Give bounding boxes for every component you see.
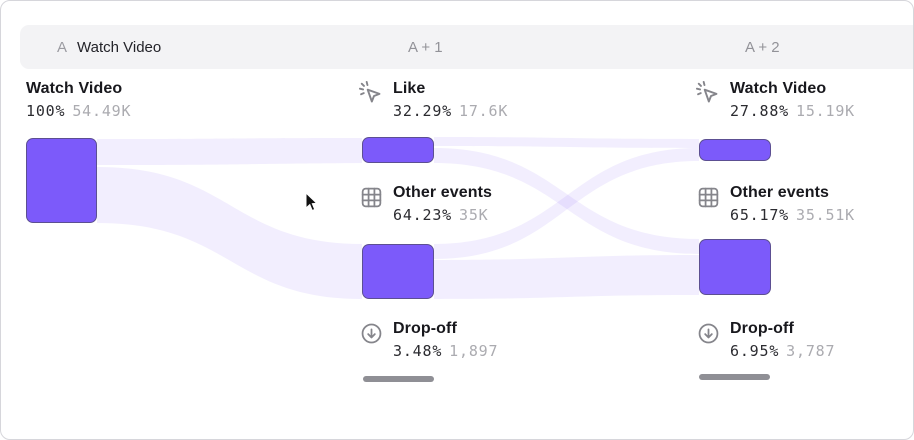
step-header-a[interactable]: A Watch Video <box>20 25 386 69</box>
node-watch-video-a[interactable] <box>26 138 97 223</box>
flow-otherevents-to-watchvideo[interactable] <box>434 148 699 259</box>
event-label-watch-video-a2[interactable]: Watch Video 27.88% 15.19K <box>694 79 855 121</box>
event-percent: 64.23% <box>393 206 452 224</box>
dropoff-arrow-icon <box>698 323 719 344</box>
event-name: Watch Video <box>730 80 827 97</box>
event-label-other-events-a1[interactable]: Other events 64.23% 35K <box>359 183 492 225</box>
event-percent: 27.88% <box>730 102 789 120</box>
event-name: Watch Video <box>26 80 123 97</box>
flow-otherevents-to-otherevents[interactable] <box>434 255 699 299</box>
event-percent: 6.95% <box>730 342 780 360</box>
event-label-dropoff-a2[interactable]: Drop-off 6.95% 3,787 <box>696 319 835 361</box>
event-count: 15.19K <box>796 102 855 120</box>
node-other-events-a1[interactable] <box>362 244 434 299</box>
flow-like-to-otherevents[interactable] <box>434 148 699 254</box>
grid-icon <box>361 187 382 208</box>
event-count: 1,897 <box>449 342 499 360</box>
event-name: Like <box>393 80 426 97</box>
event-label-dropoff-a1[interactable]: Drop-off 3.48% 1,897 <box>359 319 498 361</box>
node-other-events-a2[interactable] <box>699 239 771 295</box>
dropoff-arrow-icon <box>361 323 382 344</box>
step-label: Watch Video <box>77 38 162 56</box>
event-name: Drop-off <box>393 320 457 337</box>
event-count: 35.51K <box>796 206 855 224</box>
node-dropoff-a2[interactable] <box>699 374 770 380</box>
click-icon <box>695 80 718 103</box>
flow-like-to-watchvideo[interactable] <box>434 137 699 148</box>
flow-watchvideo-to-otherevents[interactable] <box>97 167 362 299</box>
event-percent: 32.29% <box>393 102 452 120</box>
step-header-a-plus-2[interactable]: A + 2 <box>724 25 913 69</box>
mouse-cursor <box>305 193 318 212</box>
event-percent: 100% <box>26 102 66 120</box>
flow-watchvideo-to-like[interactable] <box>97 138 362 165</box>
event-name: Other events <box>393 184 493 201</box>
event-name: Other events <box>730 184 830 201</box>
event-count: 17.6K <box>459 102 509 120</box>
step-label: A + 1 <box>408 38 443 56</box>
event-percent: 65.17% <box>730 206 789 224</box>
event-percent: 3.48% <box>393 342 443 360</box>
click-icon <box>358 80 381 103</box>
node-watch-video-a2[interactable] <box>699 139 771 161</box>
step-badge: A <box>57 38 68 56</box>
step-header-a-plus-1[interactable]: A + 1 <box>360 25 761 69</box>
event-count: 35K <box>459 206 489 224</box>
event-label-like[interactable]: Like 32.29% 17.6K <box>357 79 508 121</box>
step-label: A + 2 <box>745 38 780 56</box>
event-label-watch-video-a[interactable]: Watch Video 100% 54.49K <box>26 79 131 121</box>
node-dropoff-a1[interactable] <box>363 376 434 382</box>
event-label-other-events-a2[interactable]: Other events 65.17% 35.51K <box>696 183 855 225</box>
node-like-a1[interactable] <box>362 137 434 163</box>
event-count: 3,787 <box>786 342 836 360</box>
grid-icon <box>698 187 719 208</box>
event-name: Drop-off <box>730 320 794 337</box>
event-count: 54.49K <box>72 102 132 120</box>
